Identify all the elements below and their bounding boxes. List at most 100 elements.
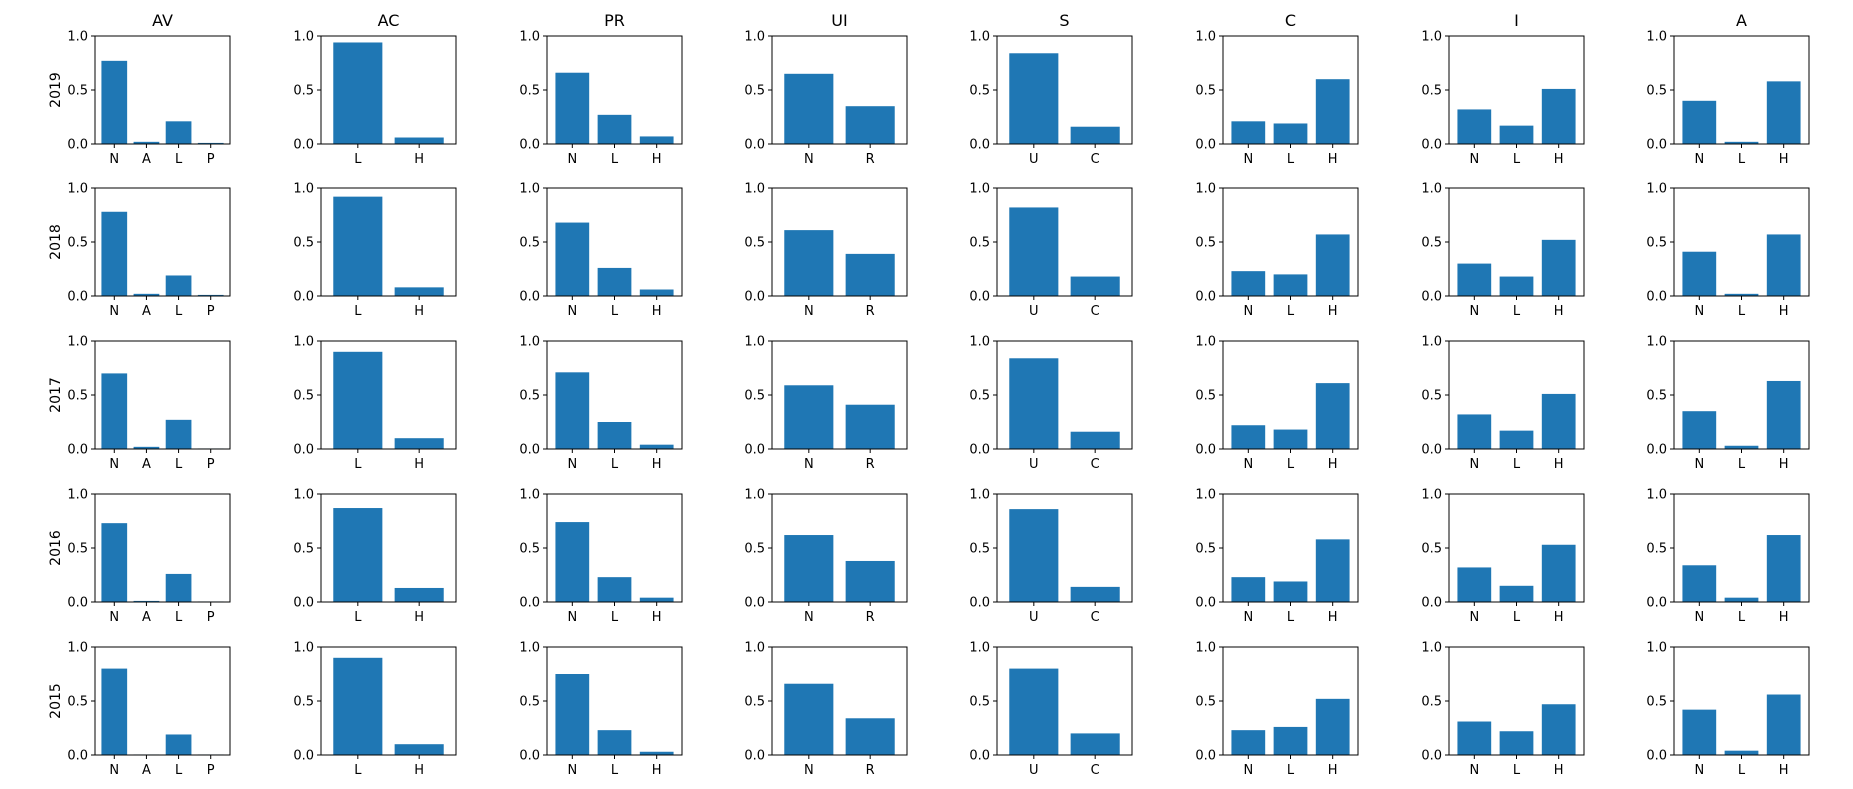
x-tick-label-n: N: [1694, 457, 1704, 472]
y-tick-label: 0.5: [744, 389, 765, 404]
y-tick-label: 0.0: [969, 138, 990, 153]
x-tick-label-h: H: [652, 763, 662, 778]
x-tick-label-a: A: [142, 763, 151, 778]
bar-l: [165, 121, 192, 144]
y-tick-label: 1.0: [1646, 182, 1667, 197]
x-tick-label-h: H: [1328, 152, 1338, 167]
panel-2018-av: N A L P 0.0 0.5 1.0: [67, 182, 231, 319]
axes-frame: [94, 340, 231, 450]
x-tick-label-l: L: [611, 457, 619, 472]
y-tick-label: 0.0: [67, 443, 88, 458]
column-title-i: I: [1514, 11, 1519, 30]
bar-n: [101, 211, 128, 296]
bar-h: [1315, 79, 1350, 144]
bar-h: [1315, 383, 1350, 449]
y-tick-label: 1.0: [1421, 488, 1442, 503]
x-tick-label-l: L: [1287, 304, 1295, 319]
x-tick-label-n: N: [1694, 152, 1704, 167]
column-title-pr: PR: [604, 11, 625, 30]
bar-h: [1541, 704, 1576, 755]
bar-h: [1766, 694, 1801, 755]
y-tick-label: 0.0: [1421, 749, 1442, 764]
x-tick-label-l: L: [175, 457, 183, 472]
y-tick-label: 0.5: [1646, 389, 1667, 404]
bar-l: [1724, 141, 1759, 144]
axes-frame: [1673, 493, 1810, 603]
y-tick-label: 1.0: [1646, 335, 1667, 350]
x-tick-label-r: R: [866, 610, 875, 625]
x-tick-label-l: L: [354, 152, 362, 167]
bar-c: [1070, 733, 1120, 755]
axes-frame: [546, 187, 683, 297]
bar-n: [555, 372, 590, 449]
bar-h: [639, 597, 674, 602]
y-tick-label: 0.5: [293, 236, 314, 251]
bar-l: [165, 275, 192, 296]
panel-2019-av: N A L P 0.0 0.5 1.0: [67, 30, 231, 167]
bar-n: [1457, 414, 1492, 449]
x-tick-label-a: A: [142, 610, 151, 625]
axes-frame: [996, 646, 1133, 756]
y-tick-label: 0.5: [67, 389, 88, 404]
bar-l: [1499, 276, 1534, 296]
bar-n: [1682, 100, 1717, 144]
column-title-ac: AC: [378, 11, 400, 30]
bar-a: [133, 446, 160, 449]
x-tick-label-l: L: [1513, 610, 1521, 625]
x-tick-label-u: U: [1029, 763, 1039, 778]
bar-a: [133, 141, 160, 144]
bar-l: [597, 422, 632, 449]
bar-n: [1231, 425, 1266, 449]
panel-2016-ui: N R 0.0 0.5 1.0: [744, 488, 908, 625]
panel-2017-s: U C 0.0 0.5 1.0: [969, 335, 1133, 472]
panel-2016-ac: L H 0.0 0.5 1.0: [293, 488, 457, 625]
bar-l: [1499, 430, 1534, 449]
y-tick-label: 0.0: [1646, 138, 1667, 153]
axes-frame: [320, 646, 457, 756]
panel-2019-i: N L H 0.0 0.5 1.0: [1421, 30, 1585, 167]
bar-p: [197, 142, 224, 144]
y-tick-label: 0.0: [67, 290, 88, 305]
x-tick-label-h: H: [1328, 304, 1338, 319]
x-tick-label-n: N: [1469, 763, 1479, 778]
panel-2015-ac: L H 0.0 0.5 1.0: [293, 641, 457, 778]
x-tick-label-n: N: [109, 304, 119, 319]
x-tick-label-n: N: [1469, 457, 1479, 472]
panel-2016-a: N L H 0.0 0.5 1.0: [1646, 488, 1810, 625]
y-tick-label: 1.0: [744, 182, 765, 197]
bar-h: [1541, 88, 1576, 144]
panel-2016-i: N L H 0.0 0.5 1.0: [1421, 488, 1585, 625]
axes-frame: [996, 35, 1133, 145]
panel-2017-c: N L H 0.0 0.5 1.0: [1195, 335, 1359, 472]
bar-l: [1499, 731, 1534, 755]
y-tick-label: 0.0: [744, 138, 765, 153]
x-tick-label-u: U: [1029, 304, 1039, 319]
bar-l: [1724, 597, 1759, 602]
bar-n: [1457, 109, 1492, 144]
bar-n: [784, 73, 834, 144]
y-tick-label: 0.0: [744, 290, 765, 305]
bar-r: [845, 253, 895, 296]
axes-frame: [771, 187, 908, 297]
y-tick-label: 0.0: [969, 749, 990, 764]
panel-2017-ac: L H 0.0 0.5 1.0: [293, 335, 457, 472]
panel-2019-c: N L H 0.0 0.5 1.0: [1195, 30, 1359, 167]
x-tick-label-a: A: [142, 152, 151, 167]
panel-2019-a: N L H 0.0 0.5 1.0: [1646, 30, 1810, 167]
y-tick-label: 1.0: [969, 641, 990, 656]
x-tick-label-n: N: [804, 763, 814, 778]
bar-n: [1457, 721, 1492, 755]
bar-n: [1457, 567, 1492, 602]
bar-n: [555, 222, 590, 296]
y-tick-label: 1.0: [744, 30, 765, 45]
row-label-2017: 2017: [48, 377, 64, 413]
y-tick-label: 1.0: [519, 30, 540, 45]
axes-frame: [996, 340, 1133, 450]
y-tick-label: 0.5: [293, 695, 314, 710]
bar-r: [845, 560, 895, 602]
y-tick-label: 1.0: [1421, 182, 1442, 197]
bar-c: [1070, 276, 1120, 296]
x-tick-label-h: H: [1554, 763, 1564, 778]
y-tick-label: 0.5: [1195, 695, 1216, 710]
x-tick-label-n: N: [567, 763, 577, 778]
